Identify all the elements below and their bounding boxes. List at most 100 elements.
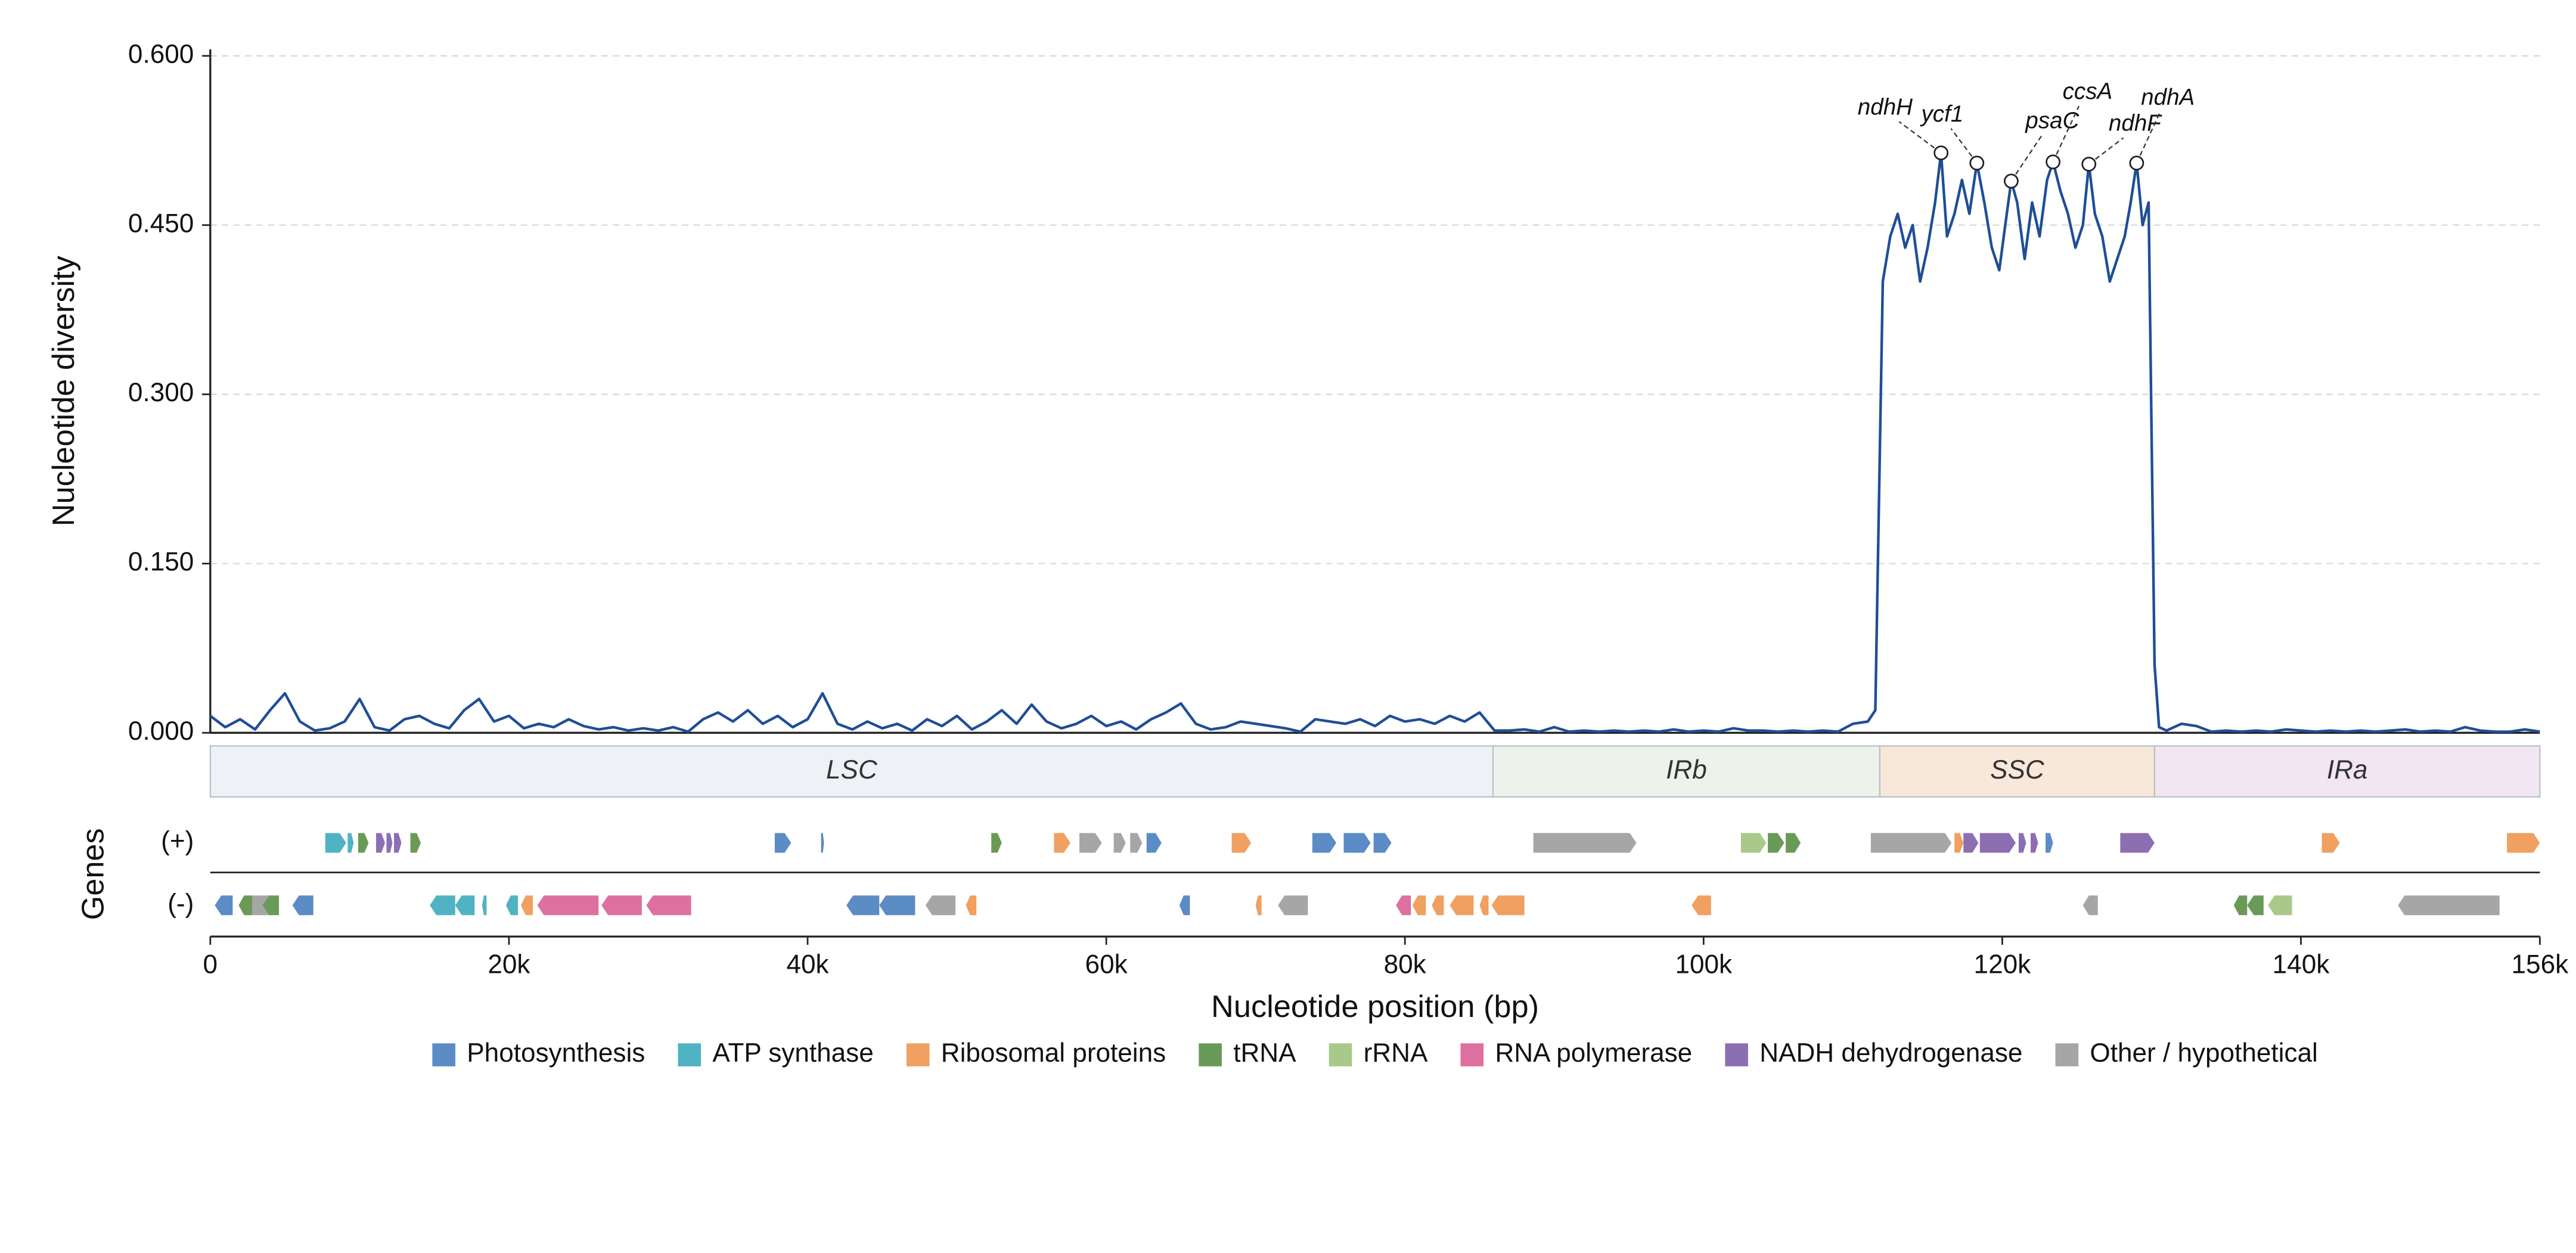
gene	[347, 833, 354, 853]
gene	[1870, 833, 1952, 853]
gene	[1396, 895, 1411, 916]
region-bar	[2153, 745, 2541, 798]
gene	[2120, 833, 2155, 853]
gene	[1179, 895, 1190, 916]
gene	[393, 833, 402, 853]
annotation-leader	[1898, 121, 1942, 154]
y-tick-label: 0.300	[128, 378, 194, 407]
gene	[1312, 833, 1336, 853]
annotation-label: ccsA	[2063, 79, 2113, 104]
gene	[1343, 833, 1371, 853]
x-tick-label: 80k	[1384, 950, 1427, 979]
gene	[646, 895, 691, 916]
gene	[821, 833, 824, 853]
gene	[1146, 833, 1162, 853]
region-label: IRb	[1666, 755, 1707, 784]
gene	[2030, 833, 2038, 853]
region-bar	[1492, 745, 1881, 798]
annotation-leader	[2010, 135, 2043, 182]
annotation-point	[2129, 156, 2144, 170]
gene	[1533, 833, 1637, 853]
gene	[410, 833, 421, 853]
gene	[482, 895, 487, 916]
legend-swatch	[432, 1043, 455, 1066]
x-tick-label: 0	[203, 950, 218, 979]
x-tick-label: 100k	[1675, 950, 1733, 979]
gene	[2321, 833, 2340, 853]
gene	[846, 895, 880, 916]
legend-label: tRNA	[1233, 1038, 1296, 1068]
annotation-label: ndhA	[2141, 85, 2195, 110]
x-axis-label: Nucleotide position (bp)	[1211, 990, 1539, 1024]
x-tick-label: 120k	[1974, 950, 2032, 979]
gene	[2398, 895, 2500, 916]
annotation-point	[1969, 156, 1985, 170]
gene	[1113, 833, 1126, 853]
track-label: (+)	[161, 827, 194, 856]
gene	[1432, 895, 1444, 916]
annotation-label: ndhH	[1858, 94, 1913, 120]
gene	[1740, 833, 1767, 853]
y-tick-label: 0.450	[128, 209, 194, 238]
annotation-point	[2081, 157, 2097, 172]
legend-label: Other / hypothetical	[2090, 1038, 2317, 1068]
gene	[505, 895, 518, 916]
x-tick-label: 20k	[488, 950, 530, 979]
gene	[215, 895, 233, 916]
gene	[991, 833, 1002, 853]
annotation-label: psaC	[2025, 108, 2080, 134]
region-label: IRa	[2327, 755, 2368, 784]
legend-label: RNA polymerase	[1495, 1038, 1692, 1068]
legend-swatch	[906, 1043, 930, 1066]
gene	[1479, 895, 1489, 916]
gene	[1491, 895, 1525, 916]
annotation-leader	[2052, 106, 2080, 163]
gene	[1979, 833, 2016, 853]
gene	[1255, 895, 1262, 916]
legend-swatch	[1725, 1043, 1748, 1066]
legend-swatch	[1199, 1043, 1222, 1066]
annotation-leader	[2136, 111, 2161, 163]
legend-swatch	[1460, 1043, 1484, 1066]
gene	[1412, 895, 1426, 916]
region-label: LSC	[826, 755, 878, 784]
gene	[1054, 833, 1070, 853]
gene	[1963, 833, 1979, 853]
track-label: (-)	[167, 889, 194, 918]
gene	[774, 833, 792, 853]
gene	[1231, 833, 1252, 853]
annotation-label: ycf1	[1920, 101, 1964, 127]
gene	[2046, 833, 2053, 853]
gene	[2507, 833, 2540, 853]
region-bar	[209, 745, 1494, 798]
region-label: SSC	[1990, 755, 2045, 784]
x-tick-label: 140k	[2273, 950, 2330, 979]
y-tick-label: 0.150	[128, 547, 194, 576]
annotation-point	[2046, 154, 2060, 170]
legend-label: ATP synthase	[712, 1038, 873, 1068]
gene	[1954, 833, 1964, 853]
legend-label: rRNA	[1364, 1038, 1428, 1068]
gene	[2233, 895, 2248, 916]
gene	[1786, 833, 1801, 853]
gene	[1278, 895, 1308, 916]
legend: Photosynthesis ATP synthase Ribosomal prot…	[432, 1038, 2318, 1068]
x-tick-label: 40k	[786, 950, 829, 979]
gene	[1373, 833, 1392, 853]
gene	[1079, 833, 1102, 853]
gene	[2082, 895, 2098, 916]
legend-label: Ribosomal proteins	[941, 1038, 1166, 1068]
gene	[375, 833, 385, 853]
gene	[2018, 833, 2026, 853]
legend-label: Photosynthesis	[467, 1038, 645, 1068]
gene	[925, 895, 956, 916]
gene	[1450, 895, 1474, 916]
y-tick-label: 0.600	[128, 39, 194, 69]
gene	[966, 895, 977, 916]
gene	[537, 895, 599, 916]
annotation-leader	[1950, 128, 1978, 164]
gene	[455, 895, 475, 916]
gene	[879, 895, 915, 916]
annotation-leader	[2088, 137, 2124, 165]
region-bar	[1879, 745, 2156, 798]
